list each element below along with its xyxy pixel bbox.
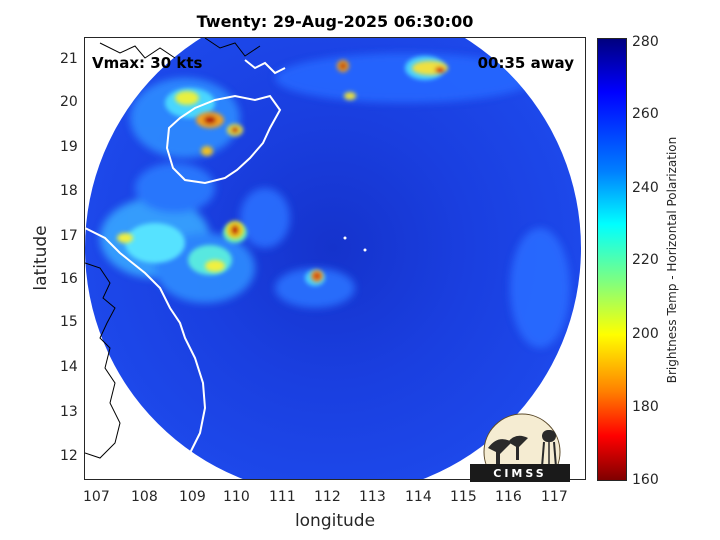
y-tick-label: 17 xyxy=(60,228,78,244)
x-tick-label: 116 xyxy=(495,489,522,505)
y-tick-label: 13 xyxy=(60,404,78,420)
colorbar-tick-label: 240 xyxy=(632,180,659,196)
colorbar-tick-label: 260 xyxy=(632,106,659,122)
y-tick-label: 16 xyxy=(60,271,78,287)
colorbar-tick-label: 220 xyxy=(632,252,659,268)
cimss-logo: CIMSS xyxy=(470,413,570,482)
colorbar-tick-label: 180 xyxy=(632,399,659,415)
x-tick-label: 115 xyxy=(450,489,477,505)
time-away-label: 00:35 away xyxy=(477,54,574,72)
colorbar-tick-label: 200 xyxy=(632,326,659,342)
y-tick-label: 12 xyxy=(60,448,78,464)
vmax-label: Vmax: 30 kts xyxy=(92,54,203,72)
y-tick-label: 15 xyxy=(60,314,78,330)
y-tick-label: 14 xyxy=(60,359,78,375)
x-tick-label: 107 xyxy=(83,489,110,505)
x-axis-label: longitude xyxy=(294,511,376,531)
x-tick-label: 117 xyxy=(541,489,568,505)
brightness-temp-map xyxy=(85,38,581,479)
colorbar-tick-label: 160 xyxy=(632,472,659,488)
y-tick-label: 19 xyxy=(60,139,78,155)
x-tick-label: 112 xyxy=(314,489,341,505)
y-axis-label: latitude xyxy=(31,225,51,291)
x-tick-label: 113 xyxy=(359,489,386,505)
colorbar-tick-label: 280 xyxy=(632,34,659,50)
x-tick-label: 108 xyxy=(131,489,158,505)
map-panel xyxy=(84,37,586,480)
colorbar xyxy=(597,38,627,481)
x-tick-label: 114 xyxy=(405,489,432,505)
x-tick-label: 109 xyxy=(179,489,206,505)
x-tick-label: 110 xyxy=(223,489,250,505)
colorbar-label: Brightness Temp - Horizontal Polarizatio… xyxy=(665,136,679,384)
y-tick-label: 21 xyxy=(60,51,78,67)
x-tick-label: 111 xyxy=(269,489,296,505)
plot-title: Twenty: 29-Aug-2025 06:30:00 xyxy=(196,12,474,31)
y-tick-label: 20 xyxy=(60,94,78,110)
convection-features xyxy=(100,53,570,348)
y-tick-label: 18 xyxy=(60,183,78,199)
coastline xyxy=(85,59,286,479)
svg-text:CIMSS: CIMSS xyxy=(493,467,546,480)
